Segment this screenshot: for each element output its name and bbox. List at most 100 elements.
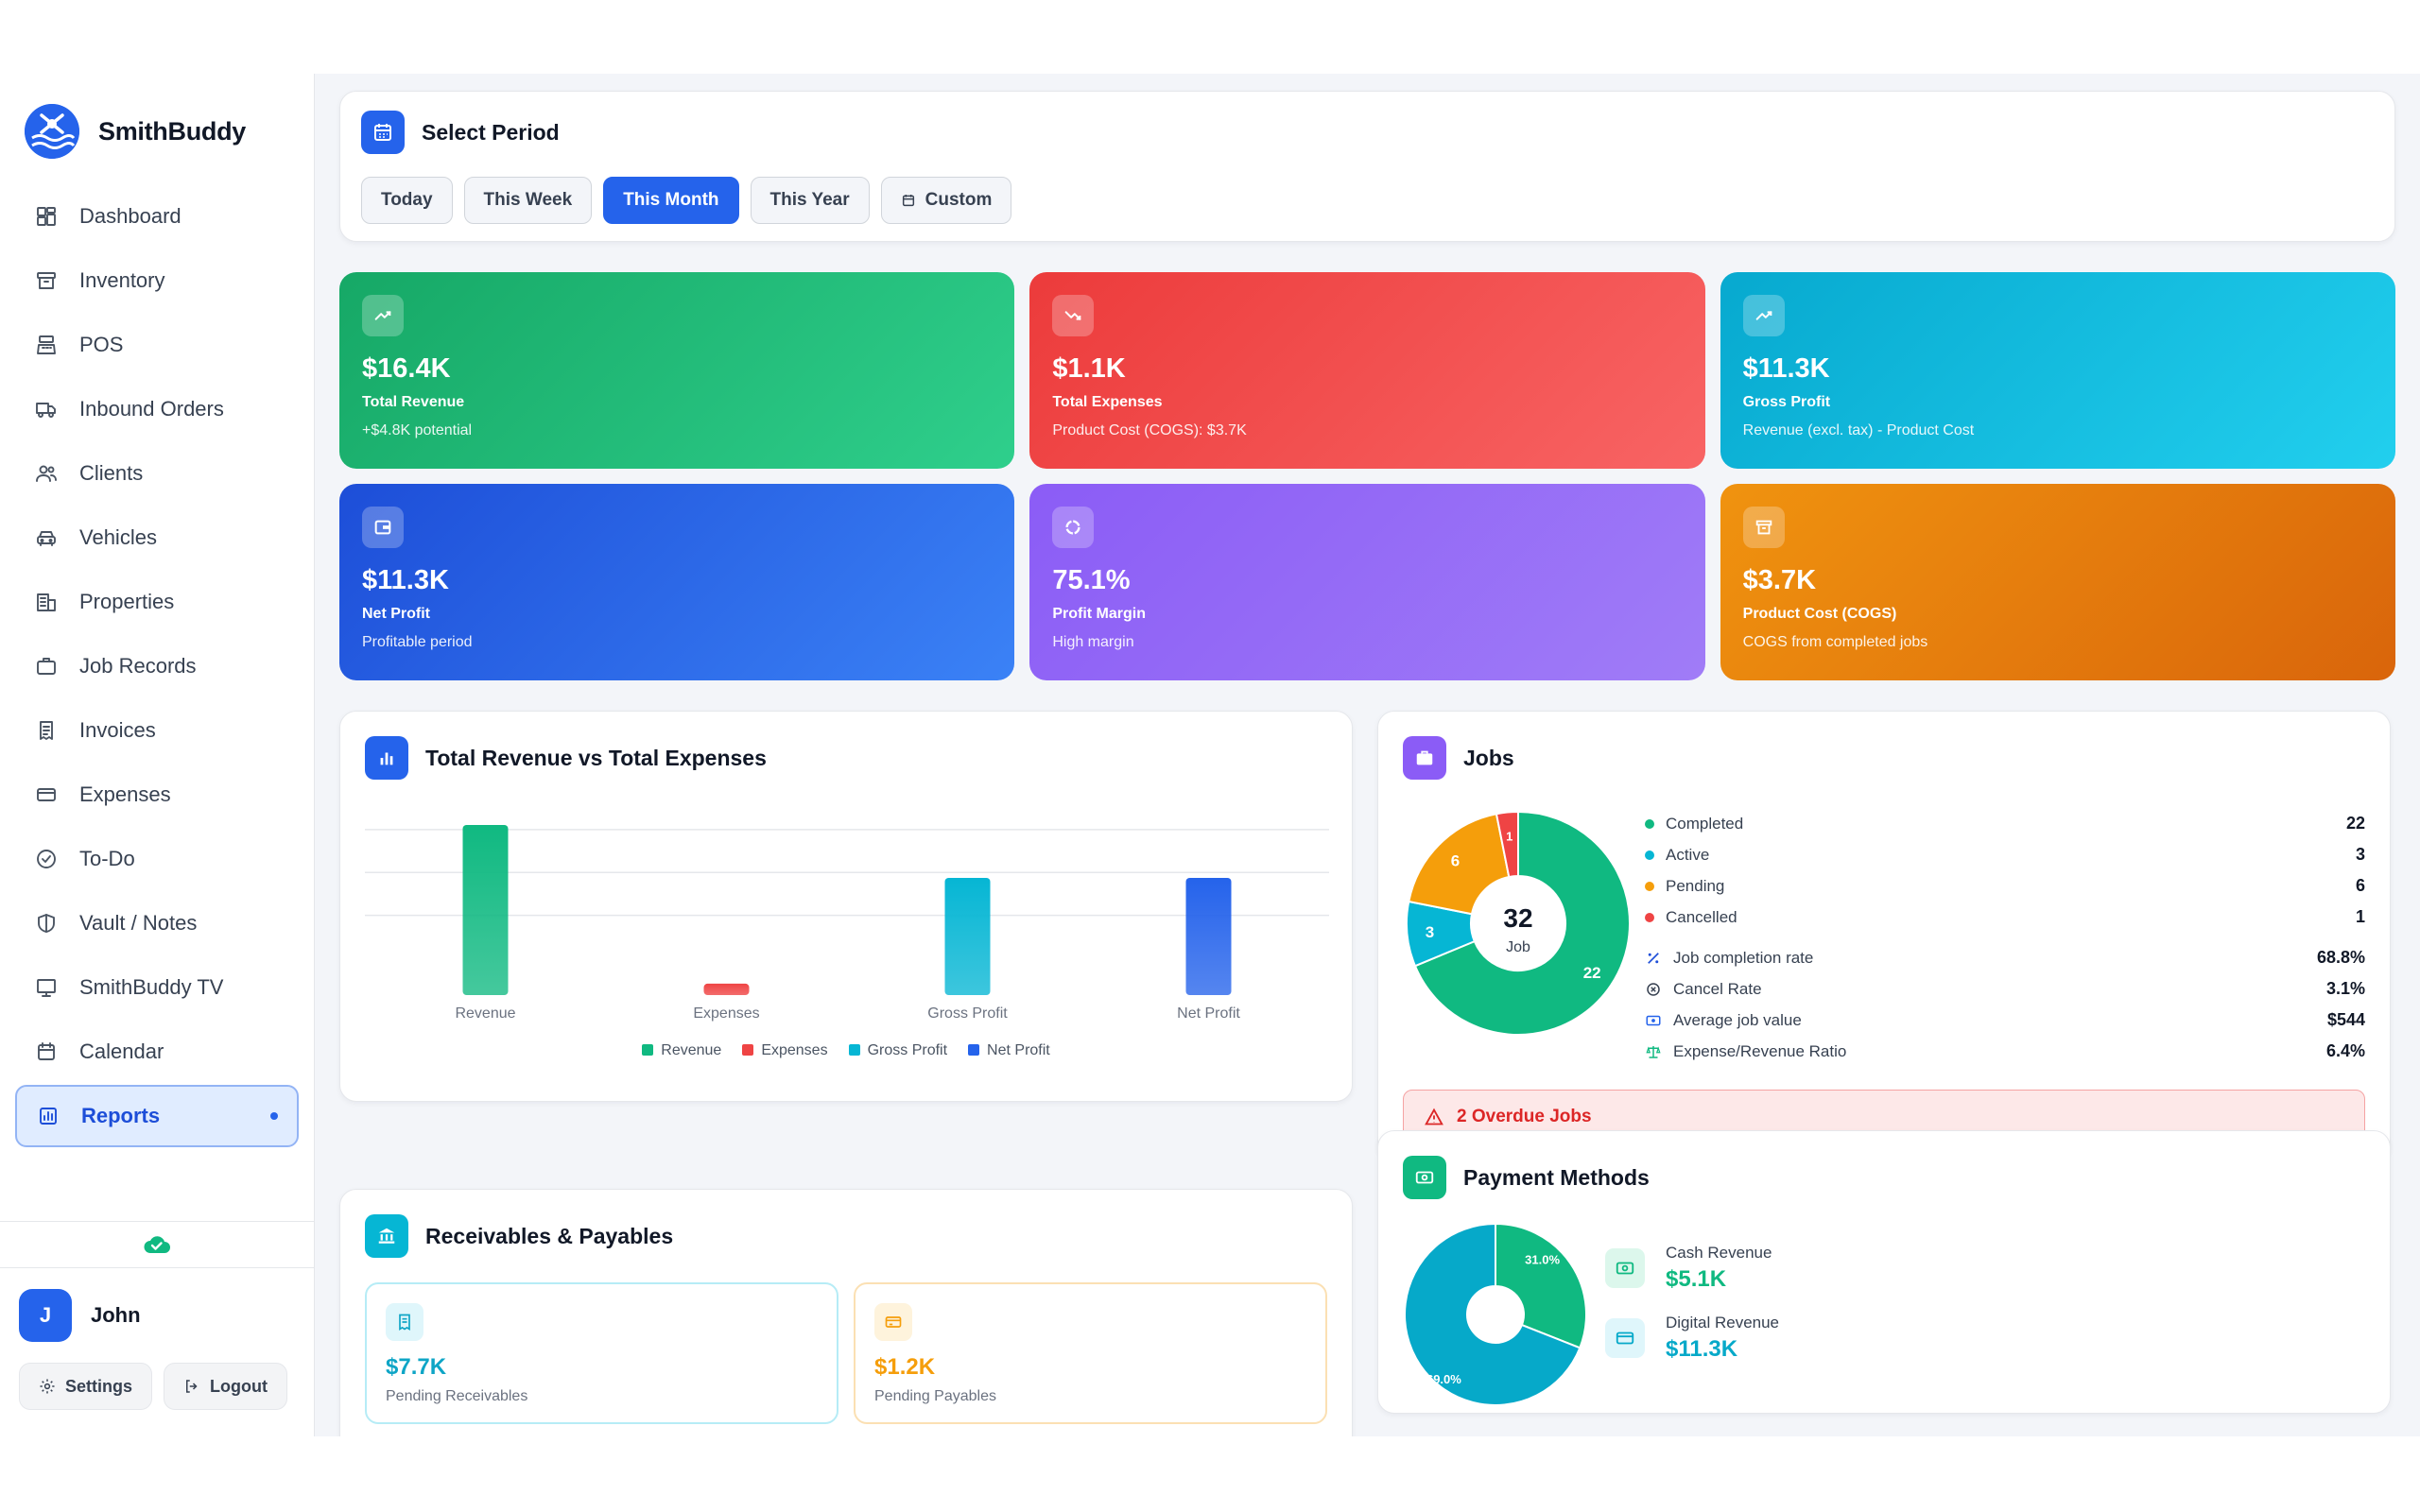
x-tick-label: Gross Profit [927,1005,1008,1022]
bar-gross-profit[interactable] [944,877,991,995]
brand-logo-icon [25,104,79,159]
jobs-donut-chart: 22 3 6 1 32 Job [1406,810,1631,1036]
stat-value: 75.1% [1052,565,1131,595]
legend-item[interactable]: Revenue [642,1042,721,1059]
sync-status [0,1221,314,1268]
period-option-label: This Year [769,190,850,210]
sidebar-item-inbound-orders[interactable]: Inbound Orders [15,378,299,440]
x-tick-label: Net Profit [1177,1005,1240,1022]
sidebar-item-smithbuddy-tv[interactable]: SmithBuddy TV [15,956,299,1019]
slice-pending[interactable] [1408,813,1511,916]
sidebar-item-job-records[interactable]: Job Records [15,635,299,697]
stat-subtext: Revenue (excl. tax) - Product Cost [1742,422,1975,438]
metric-value: 68.8% [2316,948,2365,967]
payment-methods-donut-chart: 31.0% 69.0% [1404,1222,1587,1406]
period-option-custom[interactable]: Custom [880,177,1012,224]
pending-receivables-box[interactable]: $7.7K Pending Receivables [365,1282,838,1424]
period-option-this-month[interactable]: This Month [603,177,739,224]
briefcase-icon [34,654,59,679]
period-option-this-week[interactable]: This Week [463,177,593,224]
period-option-this-year[interactable]: This Year [750,177,870,224]
legend-label: Expenses [761,1042,828,1058]
legend-item[interactable]: Net Profit [968,1042,1050,1059]
legend-item[interactable]: Gross Profit [848,1042,947,1059]
status-dot [1645,912,1654,922]
sidebar-item-label: Clients [79,461,144,485]
x-circle-icon [1647,982,1660,996]
job-status-active: Active 3 [1645,839,2365,870]
sidebar-item-label: Inbound Orders [79,397,224,421]
status-value: 6 [2355,876,2365,895]
metric-label: Job completion rate [1673,948,1814,967]
sidebar-item-vehicles[interactable]: Vehicles [15,507,299,569]
settings-button[interactable]: Settings [19,1363,153,1410]
sidebar-item-invoices[interactable]: Invoices [15,699,299,762]
period-title: Select Period [422,119,560,145]
stat-card-net-profit[interactable]: $11.3K Net Profit Profitable period [339,484,1015,680]
sidebar-item-expenses[interactable]: Expenses [15,764,299,826]
stat-value: $16.4K [362,353,451,384]
bar-expenses[interactable] [703,983,750,995]
sidebar-item-pos[interactable]: POS [15,314,299,376]
building-icon [34,590,59,614]
slice-cancelled[interactable] [1495,810,1519,879]
calendar-icon [361,111,405,154]
x-tick-label: Revenue [455,1005,515,1022]
slice-cash-revenue[interactable] [1495,1222,1587,1349]
sidebar-item-inventory[interactable]: Inventory [15,249,299,312]
slice-label: 22 [1583,964,1601,982]
sidebar-item-clients[interactable]: Clients [15,442,299,505]
period-selector-card: Select Period Today This Week This Month Th… [339,91,2395,242]
status-dot [1645,818,1654,829]
period-option-today[interactable]: Today [361,177,453,224]
gear-icon [40,1379,55,1394]
wallet-icon [362,507,404,548]
sidebar-item-calendar[interactable]: Calendar [15,1021,299,1083]
stat-card-profit-margin[interactable]: 75.1% Profit Margin High margin [1029,484,1705,680]
user-profile[interactable]: J John [0,1268,314,1363]
brand[interactable]: SmithBuddy [0,87,314,176]
period-option-label: Today [381,190,433,210]
metric-label: Average job value [1673,1010,1802,1029]
register-icon [34,333,59,357]
overdue-text: 2 Overdue Jobs [1457,1107,1592,1126]
stat-label: Profit Margin [1052,606,1146,622]
stat-card-total-expenses[interactable]: $1.1K Total Expenses Product Cost (COGS): … [1029,272,1705,469]
slice-label: 6 [1451,852,1460,870]
calendar-icon [34,1040,59,1064]
sidebar-item-properties[interactable]: Properties [15,571,299,633]
active-indicator [270,1112,278,1120]
card-icon [1605,1318,1645,1358]
metric-value: 3.1% [2325,979,2365,998]
receivables-title: Receivables & Payables [425,1223,674,1248]
sidebar-item-vault-notes[interactable]: Vault / Notes [15,892,299,954]
legend-item[interactable]: Expenses [742,1042,828,1059]
legend-swatch [968,1044,980,1056]
user-name: John [91,1303,141,1327]
sidebar-item-label: Calendar [79,1040,164,1063]
sidebar-item-reports[interactable]: Reports [15,1085,299,1147]
sidebar-item-dashboard[interactable]: Dashboard [15,185,299,248]
stat-card-total-revenue[interactable]: $16.4K Total Revenue +$4.8K potential [339,272,1015,469]
legend-swatch [848,1044,860,1056]
bar-revenue[interactable] [462,825,509,995]
pending-payables-box[interactable]: $1.2K Pending Payables [854,1282,1327,1424]
revenue-bar-chart: Revenue Expenses Gross Profit Net Profit [365,825,1329,1022]
job-metric-average-job-value: Average job value $544 [1645,1005,2365,1036]
trend-down-icon [1052,295,1095,336]
logout-button[interactable]: Logout [164,1363,287,1410]
slice-digital-revenue[interactable] [1404,1222,1582,1406]
sidebar-item-to-do[interactable]: To-Do [15,828,299,890]
cash-revenue-item: Cash Revenue $5.1K [1605,1233,1779,1303]
digital-revenue-label: Digital Revenue [1666,1314,1780,1332]
slice-completed[interactable] [1413,810,1631,1036]
sidebar-item-label: Vault / Notes [79,911,198,935]
bar-net-profit[interactable] [1185,877,1232,995]
stat-card-product-cost-cogs[interactable]: $3.7K Product Cost (COGS) COGS from comple… [1720,484,2395,680]
sidebar-item-label: Invoices [79,718,156,742]
stat-card-gross-profit[interactable]: $11.3K Gross Profit Revenue (excl. tax) - … [1720,272,2395,469]
settings-label: Settings [65,1376,133,1396]
period-option-label: This Week [483,190,573,210]
stat-subtext: COGS from completed jobs [1742,634,1928,650]
job-status-cancelled: Cancelled 1 [1645,902,2365,933]
